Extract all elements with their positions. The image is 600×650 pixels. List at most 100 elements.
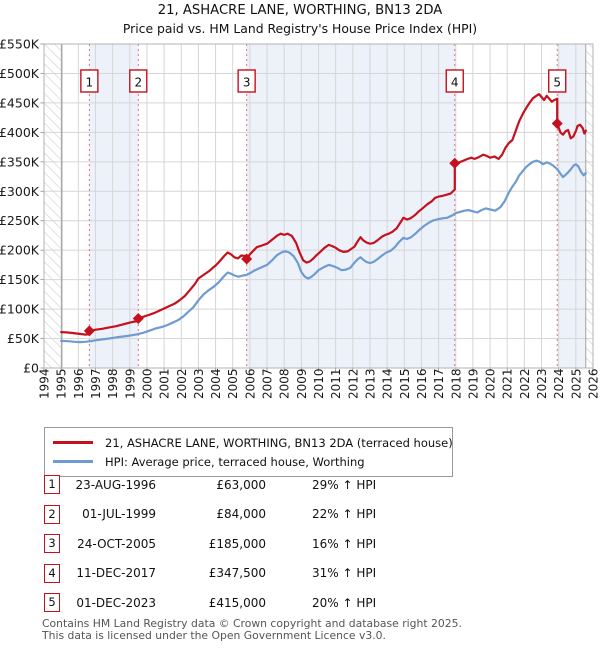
property-price-line: [60, 92, 587, 336]
sale-price: £415,000: [208, 595, 266, 610]
y-axis-label: £400K: [0, 125, 40, 140]
sale-hpi-delta: 22% ↑ HPI: [312, 507, 377, 521]
x-axis-label: 2001: [158, 368, 172, 399]
sale-row-4: 4 11-DEC-2017 £347,500 31% ↑ HPI: [44, 563, 376, 584]
chart-legend: 21, ASHACRE LANE, WORTHING, BN13 2DA (te…: [44, 427, 453, 477]
x-axis-label: 2017: [432, 368, 446, 399]
legend-label-property: 21, ASHACRE LANE, WORTHING, BN13 2DA (te…: [105, 435, 453, 450]
x-axis-label: 2014: [381, 368, 395, 399]
x-axis-label: 2022: [518, 368, 532, 399]
sale-number-text: 1: [86, 76, 94, 90]
x-axis-label: 2006: [243, 368, 257, 399]
sale-date: 24-OCT-2005: [77, 536, 156, 551]
no-data-hatch: [44, 44, 62, 368]
y-axis-label: £100K: [0, 302, 40, 317]
shaded-period: [246, 44, 455, 368]
sale-number-box: [445, 69, 464, 93]
x-axis-label: 2020: [484, 368, 498, 399]
x-axis-label: 2024: [552, 368, 566, 399]
x-axis-label: 1998: [106, 368, 120, 399]
sale-date: 11-DEC-2017: [76, 566, 156, 580]
x-axis-label: 1994: [38, 368, 52, 399]
x-axis-label: 2007: [261, 368, 275, 399]
chart-subtitle: Price paid vs. HM Land Registry's House …: [122, 21, 478, 36]
sale-number-badge: 5: [44, 593, 60, 612]
sale-row-3: 3 24-OCT-2005 £185,000 16% ↑ HPI: [44, 533, 376, 554]
x-axis-label: 2021: [501, 368, 515, 399]
sale-number-text: 2: [134, 76, 142, 90]
x-axis-label: 2002: [175, 368, 189, 399]
sale-number-text: 3: [243, 76, 251, 90]
y-axis-label: £550K: [0, 37, 40, 52]
y-axis-label: £150K: [0, 272, 40, 287]
sale-number-text: 5: [553, 76, 561, 90]
price-history-chart: 1 2 3 4 5 £0 £50K £100K £150K £200K £250K £300K £350…: [0, 37, 600, 400]
no-data-hatch: [585, 44, 593, 368]
sale-hpi-delta: 16% ↑ HPI: [312, 536, 377, 551]
footer-line-1: Contains HM Land Registry data © Crown c…: [42, 617, 462, 630]
sale-number-box: [129, 69, 148, 93]
footer-line-2: This data is licensed under the Open Gov…: [42, 628, 386, 642]
y-axis-label: £200K: [0, 243, 40, 258]
y-axis-label: £300K: [0, 184, 40, 199]
x-axis-label: 2010: [312, 368, 326, 399]
legend-label-hpi: HPI: Average price, terraced house, Wort…: [105, 454, 365, 469]
x-axis-label: 2009: [295, 368, 309, 399]
sale-point-diamond: [132, 313, 144, 325]
sale-number-box: [237, 69, 256, 93]
sale-point-diamond: [83, 325, 95, 337]
sale-price: £84,000: [216, 507, 266, 521]
x-axis-label: 2011: [329, 368, 343, 399]
sale-hpi-delta: 29% ↑ HPI: [312, 477, 377, 492]
sale-number-badge: 3: [44, 534, 60, 553]
sale-number-badge: 1: [44, 475, 60, 494]
legend-swatch-property-line: [53, 441, 93, 444]
sale-hpi-delta: 31% ↑ HPI: [312, 566, 377, 580]
hpi-line: [60, 159, 587, 344]
x-axis-label: 2000: [140, 368, 154, 399]
plot-border: [43, 43, 594, 369]
x-axis-label: 2013: [363, 368, 377, 399]
sale-point-diamond: [241, 253, 253, 265]
sale-number-box: [80, 69, 99, 93]
sale-date: 01-JUL-1999: [82, 507, 156, 521]
sale-date: 01-DEC-2023: [76, 595, 156, 610]
x-axis-label: 2004: [209, 368, 223, 399]
y-axis-label: £0: [23, 361, 39, 376]
sale-point-diamond: [551, 118, 563, 130]
sale-number-box: [548, 69, 567, 93]
sale-row-5: 5 01-DEC-2023 £415,000 20% ↑ HPI: [44, 592, 376, 613]
sale-number-text: 4: [451, 76, 459, 90]
legend-entry-hpi: HPI: Average price, terraced house, Wort…: [53, 452, 444, 471]
x-axis-label: 2019: [466, 368, 480, 399]
x-axis-label: 1995: [55, 368, 69, 399]
sale-price: £347,500: [208, 566, 266, 580]
y-axis-label: £500K: [0, 66, 40, 81]
x-axis-label: 1999: [123, 368, 137, 399]
y-axis-label: £350K: [0, 154, 40, 169]
y-axis-label: £50K: [7, 331, 40, 346]
sale-hpi-delta: 20% ↑ HPI: [312, 595, 377, 610]
sale-price: £185,000: [208, 536, 266, 551]
y-axis-label: £450K: [0, 95, 40, 110]
x-axis-label: 2025: [569, 368, 583, 399]
license-footer: Contains HM Land Registry data © Crown c…: [42, 618, 598, 641]
x-axis-label: 2012: [346, 368, 360, 399]
x-axis-label: 2005: [226, 368, 240, 399]
sale-point-diamond: [449, 157, 461, 169]
x-axis-label: 2008: [278, 368, 292, 399]
sales-table: 1 23-AUG-1996 £63,000 29% ↑ HPI 2 01-JUL…: [44, 474, 376, 622]
y-axis-label: £250K: [0, 213, 40, 228]
x-axis-label: 2026: [587, 368, 600, 399]
x-axis-label: 2016: [415, 368, 429, 399]
x-axis-label: 1996: [72, 368, 86, 399]
x-axis-label: 2018: [449, 368, 463, 399]
sale-price: £63,000: [216, 477, 266, 492]
x-axis-label: 2015: [398, 368, 412, 399]
legend-swatch-hpi-line: [53, 460, 93, 463]
sale-row-1: 1 23-AUG-1996 £63,000 29% ↑ HPI: [44, 474, 376, 495]
x-axis-label: 2023: [535, 368, 549, 399]
x-axis-label: 2003: [192, 368, 206, 399]
sale-number-badge: 4: [44, 563, 60, 583]
